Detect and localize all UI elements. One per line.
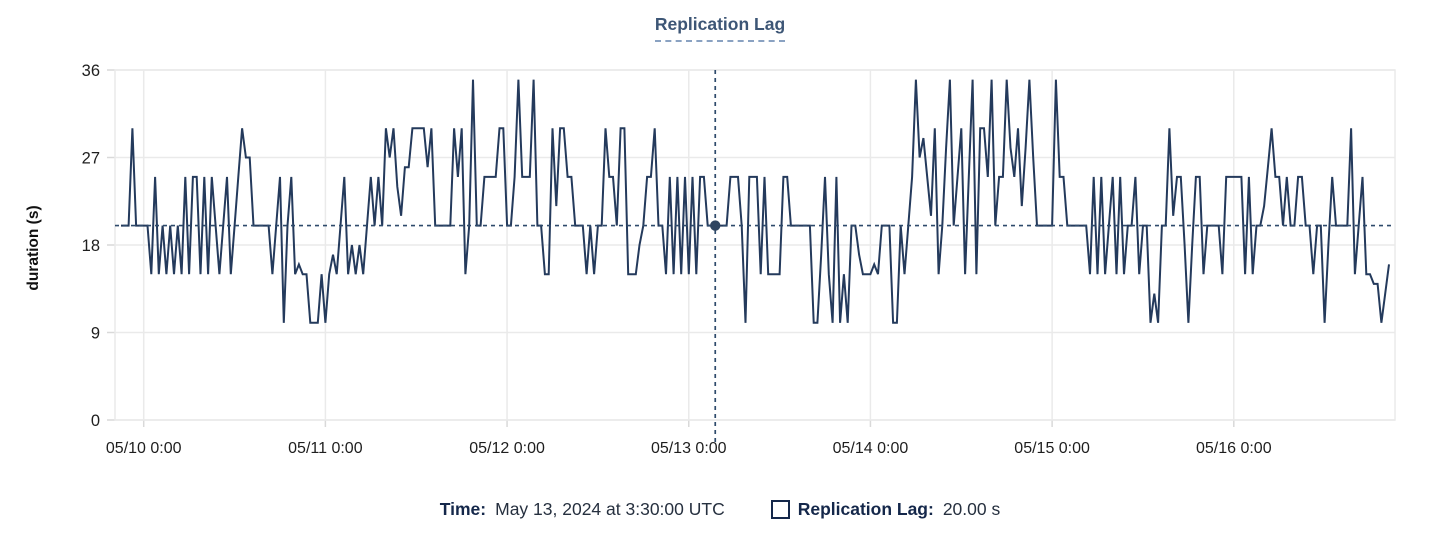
x-tick-label: 05/16 0:00 — [1196, 440, 1272, 457]
x-tick-label: 05/11 0:00 — [288, 440, 363, 457]
tooltip-time-label: Time: — [439, 499, 487, 519]
tooltip-time-group: Time: May 13, 2024 at 3:30:00 UTC — [440, 499, 725, 520]
legend-item-replication-lag[interactable]: Replication Lag: 20.00 s — [770, 499, 1001, 520]
y-axis-title: duration (s) — [25, 205, 42, 290]
tooltip-time-value: May 13, 2024 at 3:30:00 UTC — [495, 499, 725, 519]
series-label: Replication Lag: — [797, 499, 934, 519]
y-tick-label: 18 — [82, 237, 100, 255]
plot-border — [114, 69, 1396, 421]
chart-canvas[interactable]: duration (s) 0 9 18 27 36 05/10 0:00 05/11 0:0… — [0, 0, 1440, 480]
series-swatch-icon — [770, 500, 790, 519]
x-tick-label: 05/14 0:00 — [833, 440, 909, 457]
chart-title[interactable]: Replication Lag — [654, 14, 786, 42]
y-tick-label: 27 — [82, 150, 100, 168]
y-tick-label: 36 — [82, 62, 100, 80]
chart-generated-layer: 0 9 18 27 36 05/10 0:00 05/11 0:00 05/12 0:00 05… — [82, 62, 1396, 457]
tooltip-legend: Time: May 13, 2024 at 3:30:00 UTC Replic… — [0, 499, 1440, 520]
x-tick-label: 05/10 0:00 — [106, 440, 182, 457]
series-value: 20.00 s — [942, 499, 1001, 519]
chart-title-row: Replication Lag — [0, 14, 1440, 42]
highlight-point-dot — [710, 220, 721, 231]
series-line-replication-lag — [121, 79, 1390, 324]
y-tick-label: 0 — [91, 412, 100, 430]
y-tick-label: 9 — [91, 325, 100, 343]
x-tick-label: 05/15 0:00 — [1014, 440, 1090, 457]
x-tick-label: 05/13 0:00 — [651, 440, 727, 457]
x-tick-label: 05/12 0:00 — [469, 440, 545, 457]
